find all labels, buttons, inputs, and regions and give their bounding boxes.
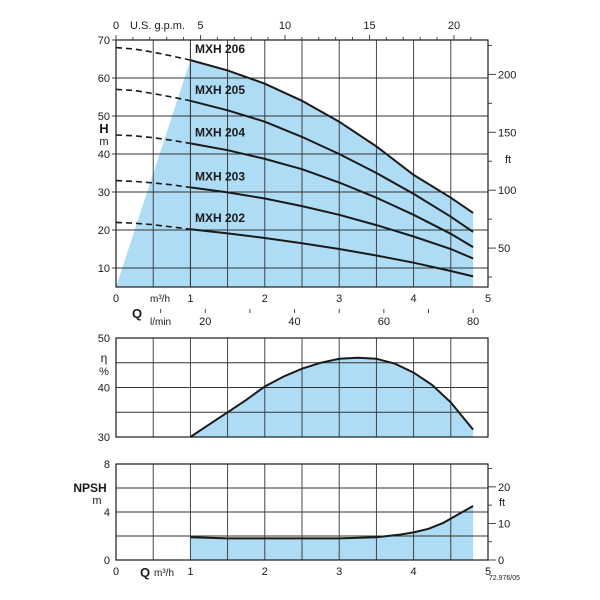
top-tick-label: 0 bbox=[113, 20, 119, 32]
y2-tick-label: 100 bbox=[498, 185, 516, 197]
x-axis-unit: m³/h bbox=[154, 568, 174, 579]
series-label: MXH 204 bbox=[195, 125, 245, 139]
operating-range-fill bbox=[116, 60, 474, 287]
head-curve-dashed bbox=[115, 179, 191, 189]
efficiency-fill bbox=[190, 357, 474, 437]
head-curve bbox=[190, 99, 474, 233]
y-tick-label: 30 bbox=[98, 187, 110, 199]
plot-frame bbox=[115, 463, 489, 561]
y-axis-label: η bbox=[101, 351, 108, 365]
y2-tick-label: 150 bbox=[498, 127, 516, 139]
y2-tick-label: 50 bbox=[498, 243, 510, 255]
y-tick-label: 8 bbox=[104, 459, 110, 471]
x-tick-label: 4 bbox=[411, 293, 417, 305]
series-label: MXH 205 bbox=[195, 83, 245, 97]
series-label: MXH 203 bbox=[195, 169, 245, 183]
top-tick-label: 20 bbox=[448, 20, 460, 32]
y-tick-label: 30 bbox=[98, 432, 110, 444]
y-tick-label: 60 bbox=[98, 73, 110, 85]
x-tick-label: 0 bbox=[113, 293, 119, 305]
y-tick-label: 10 bbox=[98, 263, 110, 275]
x-tick-label: 5 bbox=[485, 293, 491, 305]
lmin-tick-label: 60 bbox=[378, 316, 390, 328]
y-axis-unit: % bbox=[99, 366, 109, 378]
top-axis-label: U.S. g.p.m. bbox=[130, 20, 185, 32]
y-tick-label: 50 bbox=[98, 333, 110, 345]
y-axis-label: NPSH bbox=[73, 481, 106, 495]
lmin-tick-label: 40 bbox=[288, 316, 300, 328]
y-tick-label: 70 bbox=[98, 35, 110, 47]
x-tick-label: 5 bbox=[485, 566, 491, 578]
lmin-tick-label: 20 bbox=[199, 316, 211, 328]
efficiency-panel: 30 40 50 η% bbox=[98, 333, 489, 444]
x-tick-label: 3 bbox=[336, 293, 342, 305]
y2-tick-label: 20 bbox=[498, 482, 510, 494]
y-tick-label: 4 bbox=[104, 507, 110, 519]
y2-axis-label: ft bbox=[499, 497, 505, 509]
x-axis-unit: m³/h bbox=[150, 294, 170, 305]
head-curve bbox=[190, 186, 474, 260]
npsh-fill bbox=[190, 506, 474, 560]
npsh-curve bbox=[190, 505, 474, 540]
head-curve bbox=[190, 59, 474, 214]
top-tick-label: 15 bbox=[363, 20, 375, 32]
y-axis-label: H bbox=[99, 121, 108, 136]
x-tick-label: 1 bbox=[187, 566, 193, 578]
y-tick-label: 50 bbox=[98, 111, 110, 123]
x-tick-label: 2 bbox=[262, 293, 268, 305]
y-axis-unit: m bbox=[99, 136, 108, 148]
x-tick-label: 1 bbox=[187, 293, 193, 305]
head-curve-dashed bbox=[115, 221, 191, 230]
series-label: MXH 202 bbox=[195, 211, 245, 225]
y-tick-label: 40 bbox=[98, 383, 110, 395]
head-curve bbox=[190, 142, 474, 248]
y-tick-label: 40 bbox=[98, 149, 110, 161]
x-axis-label: Q bbox=[132, 306, 142, 321]
footer-code: 72.976/05 bbox=[489, 575, 520, 582]
series-label: MXH 206 bbox=[195, 42, 245, 56]
plot-frame bbox=[115, 337, 489, 438]
y-axis-unit: m bbox=[92, 495, 101, 507]
y-tick-label: 20 bbox=[98, 225, 110, 237]
y-tick-label: 0 bbox=[104, 555, 110, 567]
top-tick-label: 5 bbox=[197, 20, 203, 32]
lmin-tick-label: 80 bbox=[467, 316, 479, 328]
x-axis-label: Q bbox=[140, 565, 150, 580]
head-curve-dashed bbox=[115, 134, 191, 145]
y2-tick-label: 10 bbox=[498, 518, 510, 530]
y2-tick-label: 200 bbox=[498, 69, 516, 81]
x-tick-label: 0 bbox=[113, 566, 119, 578]
y2-tick-label: 0 bbox=[498, 555, 504, 567]
x-tick-label: 4 bbox=[411, 566, 417, 578]
x-axis-unit-lmin: l/min bbox=[150, 317, 171, 328]
x-tick-label: 3 bbox=[336, 566, 342, 578]
top-tick-label: 10 bbox=[279, 20, 291, 32]
efficiency-curve bbox=[189, 356, 474, 438]
head-curve-dashed bbox=[115, 46, 191, 61]
y2-axis-label: ft bbox=[505, 154, 511, 166]
head-curve-dashed bbox=[115, 88, 191, 102]
head-curve bbox=[190, 228, 474, 278]
x-tick-label: 2 bbox=[262, 566, 268, 578]
